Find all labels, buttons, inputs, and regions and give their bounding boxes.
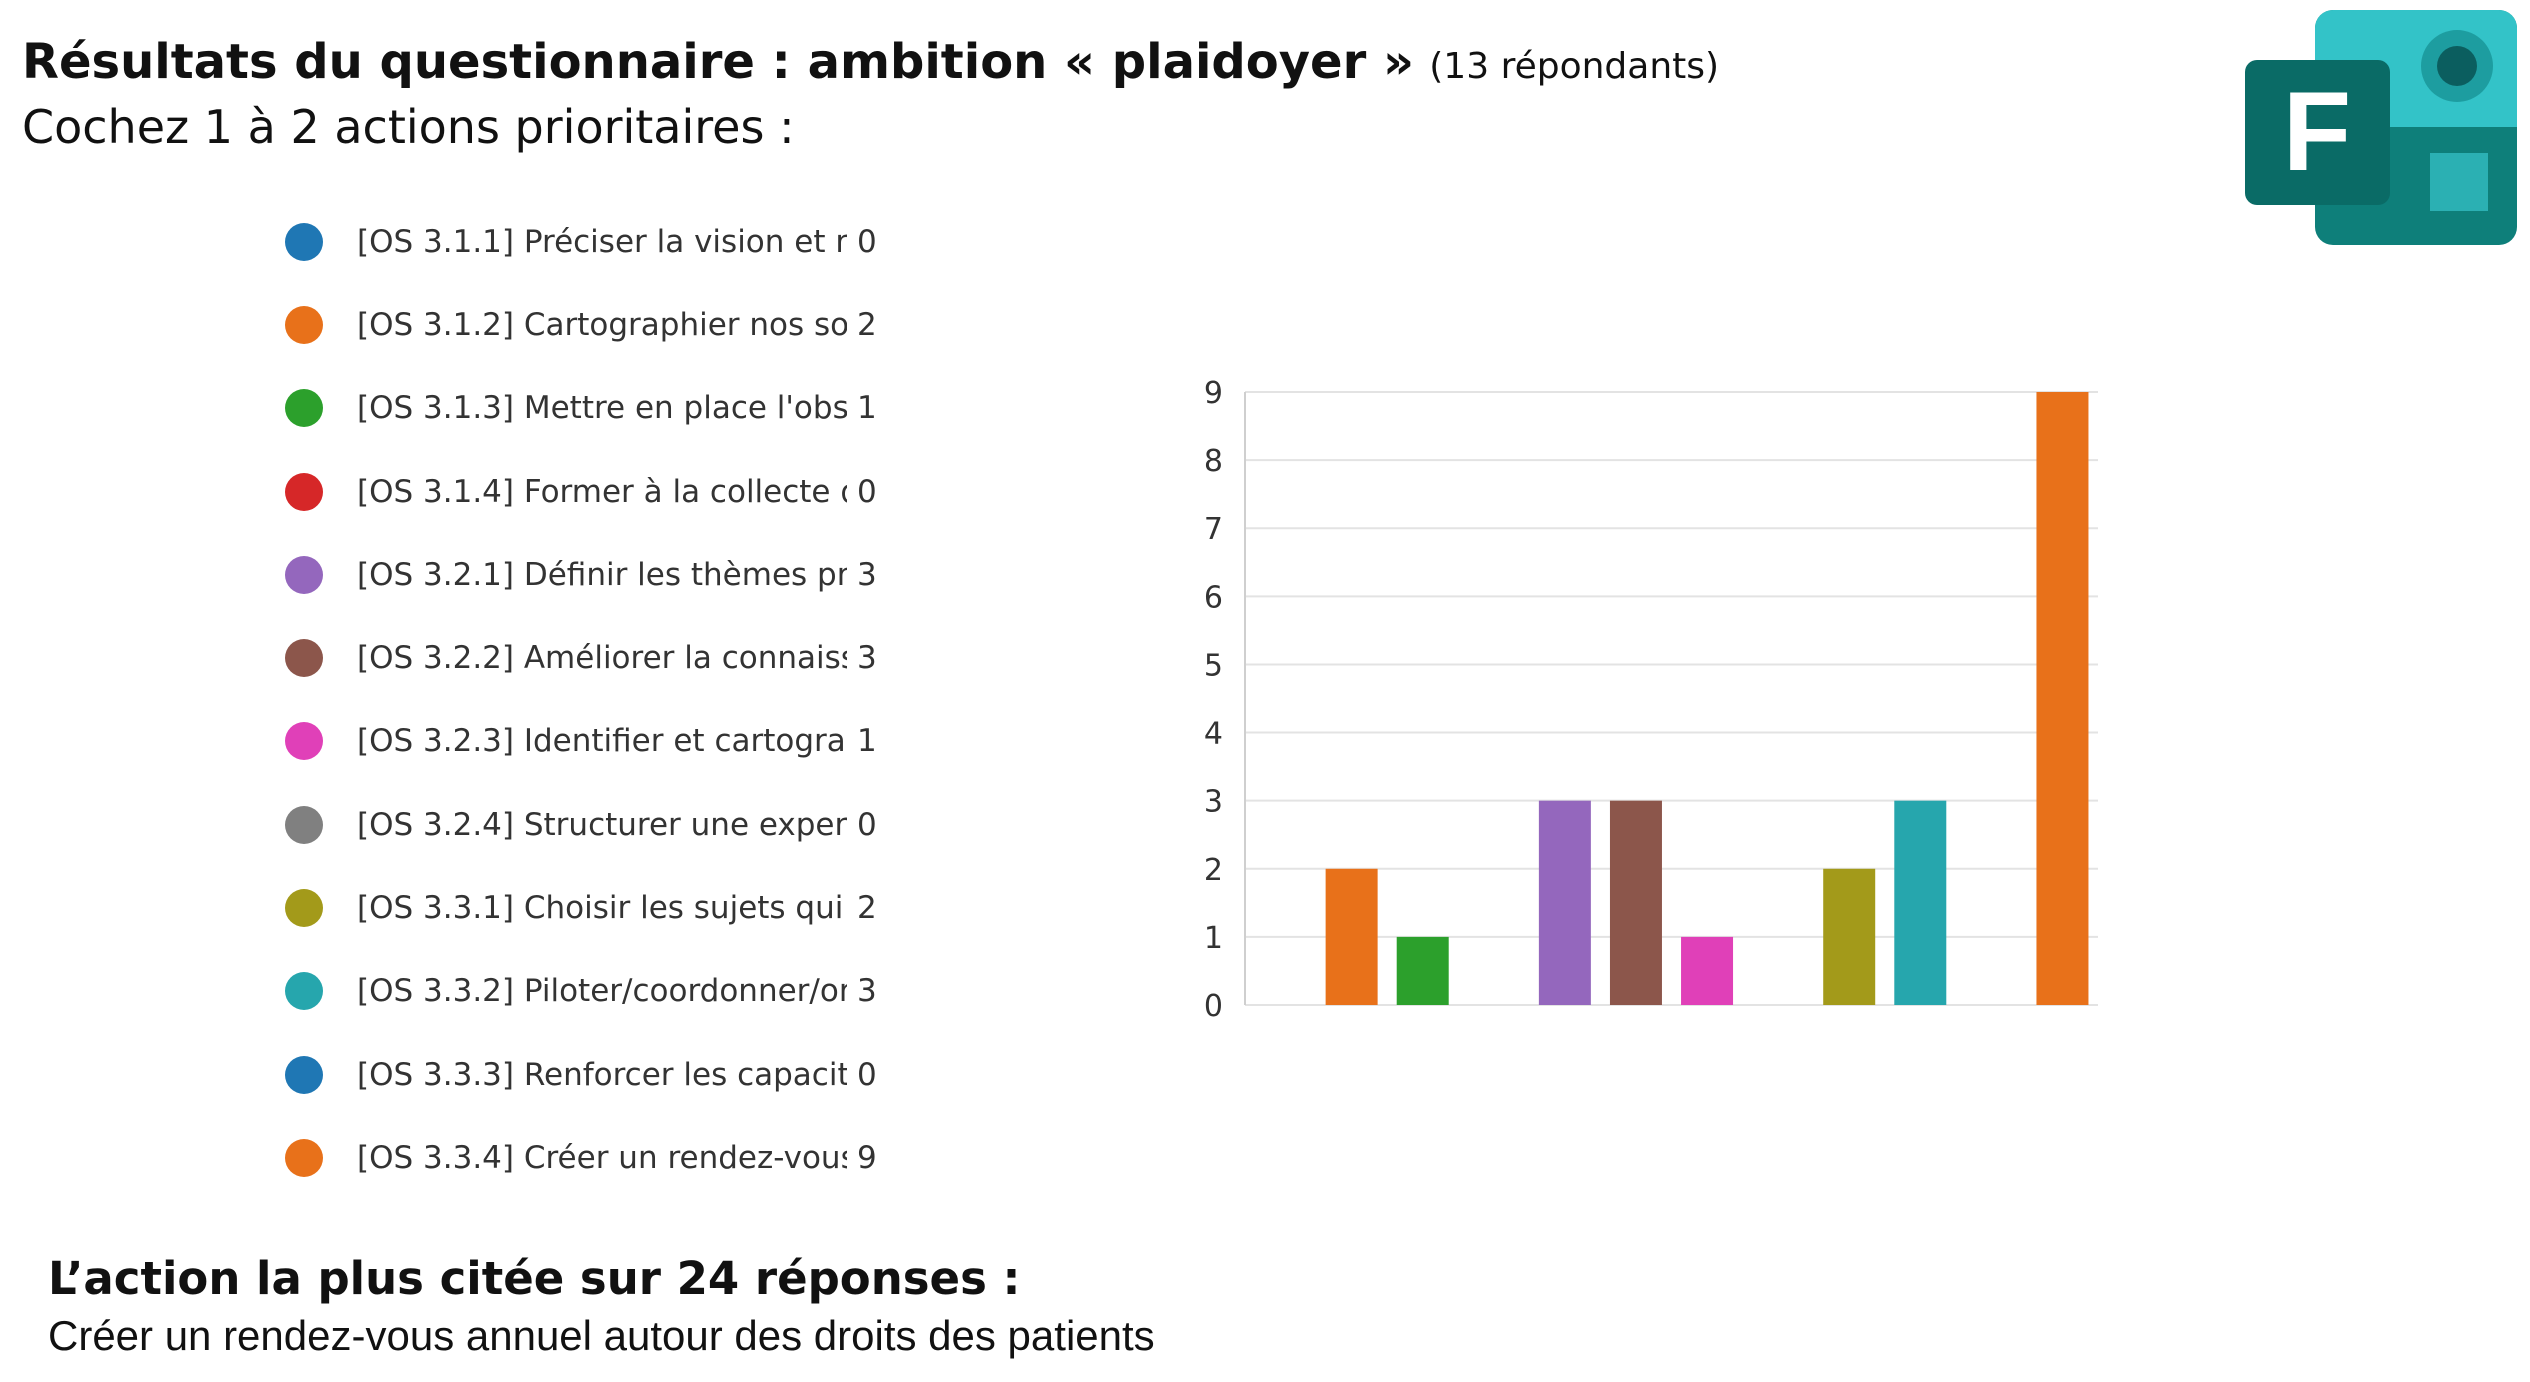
bar (2036, 392, 2089, 1005)
legend-color-dot (285, 722, 323, 761)
legend-count: 2 (857, 890, 877, 927)
legend-count: 3 (857, 640, 877, 677)
legend-color-dot (285, 972, 323, 1011)
forms-logo-letter: F (2283, 69, 2351, 194)
legend-color-dot (285, 889, 323, 928)
legend-count: 0 (857, 806, 877, 843)
legend-label: [OS 3.2.3] Identifier et cartograp... (357, 723, 847, 760)
legend-item: [OS 3.1.1] Préciser la vision et re... 0 (285, 200, 905, 283)
legend-item: [OS 3.3.2] Piloter/coordonner/or... 3 (285, 950, 905, 1033)
y-tick-label: 7 (1204, 512, 1223, 547)
bar (1681, 936, 1734, 1005)
legend-color-dot (285, 222, 323, 261)
legend-label: [OS 3.2.4] Structurer une experti... (357, 806, 847, 843)
microsoft-forms-icon: F (2245, 10, 2517, 245)
legend-label: [OS 3.3.1] Choisir les sujets qui a... (357, 890, 847, 927)
legend-color-dot (285, 805, 323, 844)
legend-label: [OS 3.1.4] Former à la collecte d... (357, 473, 847, 510)
conclusion-text: Créer un rendez-vous annuel autour des d… (48, 1312, 1155, 1359)
legend-count: 9 (857, 1139, 877, 1176)
legend-count: 0 (857, 1056, 877, 1093)
legend-count: 3 (857, 556, 877, 593)
legend-count: 3 (857, 973, 877, 1010)
y-tick-label: 0 (1204, 989, 1223, 1024)
page-subtitle: Cochez 1 à 2 actions prioritaires : (22, 100, 795, 154)
legend-label: [OS 3.1.2] Cartographier nos so... (357, 306, 847, 343)
legend-color-dot (285, 639, 323, 678)
legend-count: 0 (857, 473, 877, 510)
legend-item: [OS 3.2.3] Identifier et cartograp... 1 (285, 700, 905, 783)
legend-item: [OS 3.2.1] Définir les thèmes pri... 3 (285, 533, 905, 616)
legend-color-dot (285, 555, 323, 594)
legend-count: 2 (857, 306, 877, 343)
bar (1538, 800, 1591, 1005)
y-tick-label: 6 (1204, 580, 1223, 615)
legend-label: [OS 3.2.2] Améliorer la connaiss... (357, 640, 847, 677)
legend-label: [OS 3.3.3] Renforcer les capacité... (357, 1056, 847, 1093)
y-tick-label: 5 (1204, 648, 1223, 683)
page-title-main: Résultats du questionnaire : ambition « … (22, 34, 1414, 90)
legend-label: [OS 3.3.2] Piloter/coordonner/or... (357, 973, 847, 1010)
legend-label: [OS 3.1.3] Mettre en place l'obs... (357, 390, 847, 427)
bar (1823, 868, 1876, 1005)
y-tick-label: 1 (1204, 921, 1223, 956)
legend-label: [OS 3.2.1] Définir les thèmes pri... (357, 556, 847, 593)
legend-item: [OS 3.1.2] Cartographier nos so... 2 (285, 283, 905, 366)
legend-item: [OS 3.3.4] Créer un rendez-vous ... 9 (285, 1116, 905, 1199)
legend-item: [OS 3.3.3] Renforcer les capacité... 0 (285, 1033, 905, 1116)
legend-color-dot (285, 1055, 323, 1094)
chart-legend: [OS 3.1.1] Préciser la vision et re... 0[… (285, 200, 905, 1200)
legend-count: 1 (857, 390, 877, 427)
page-title: Résultats du questionnaire : ambition « … (22, 36, 1719, 89)
bar (1609, 800, 1662, 1005)
legend-color-dot (285, 389, 323, 428)
legend-item: [OS 3.1.4] Former à la collecte d... 0 (285, 450, 905, 533)
y-tick-label: 8 (1204, 444, 1223, 479)
legend-item: [OS 3.2.4] Structurer une experti... 0 (285, 783, 905, 866)
respondents-count: (13 répondants) (1429, 46, 1720, 87)
legend-item: [OS 3.2.2] Améliorer la connaiss... 3 (285, 616, 905, 699)
y-tick-label: 4 (1204, 717, 1223, 752)
legend-item: [OS 3.3.1] Choisir les sujets qui a... 2 (285, 866, 905, 949)
y-tick-label: 2 (1204, 853, 1223, 888)
legend-color-dot (285, 472, 323, 511)
legend-color-dot (285, 305, 323, 344)
bar (1894, 800, 1947, 1005)
y-tick-label: 9 (1204, 376, 1223, 411)
legend-label: [OS 3.3.4] Créer un rendez-vous ... (357, 1139, 847, 1176)
bar (1396, 936, 1449, 1005)
legend-count: 1 (857, 723, 877, 760)
legend-label: [OS 3.1.1] Préciser la vision et re... (357, 223, 847, 260)
legend-color-dot (285, 1138, 323, 1177)
bar (1325, 868, 1378, 1005)
legend-item: [OS 3.1.3] Mettre en place l'obs... 1 (285, 367, 905, 450)
conclusion-title: L’action la plus citée sur 24 réponses : (48, 1252, 1021, 1305)
y-tick-label: 3 (1204, 785, 1223, 820)
legend-count: 0 (857, 223, 877, 260)
